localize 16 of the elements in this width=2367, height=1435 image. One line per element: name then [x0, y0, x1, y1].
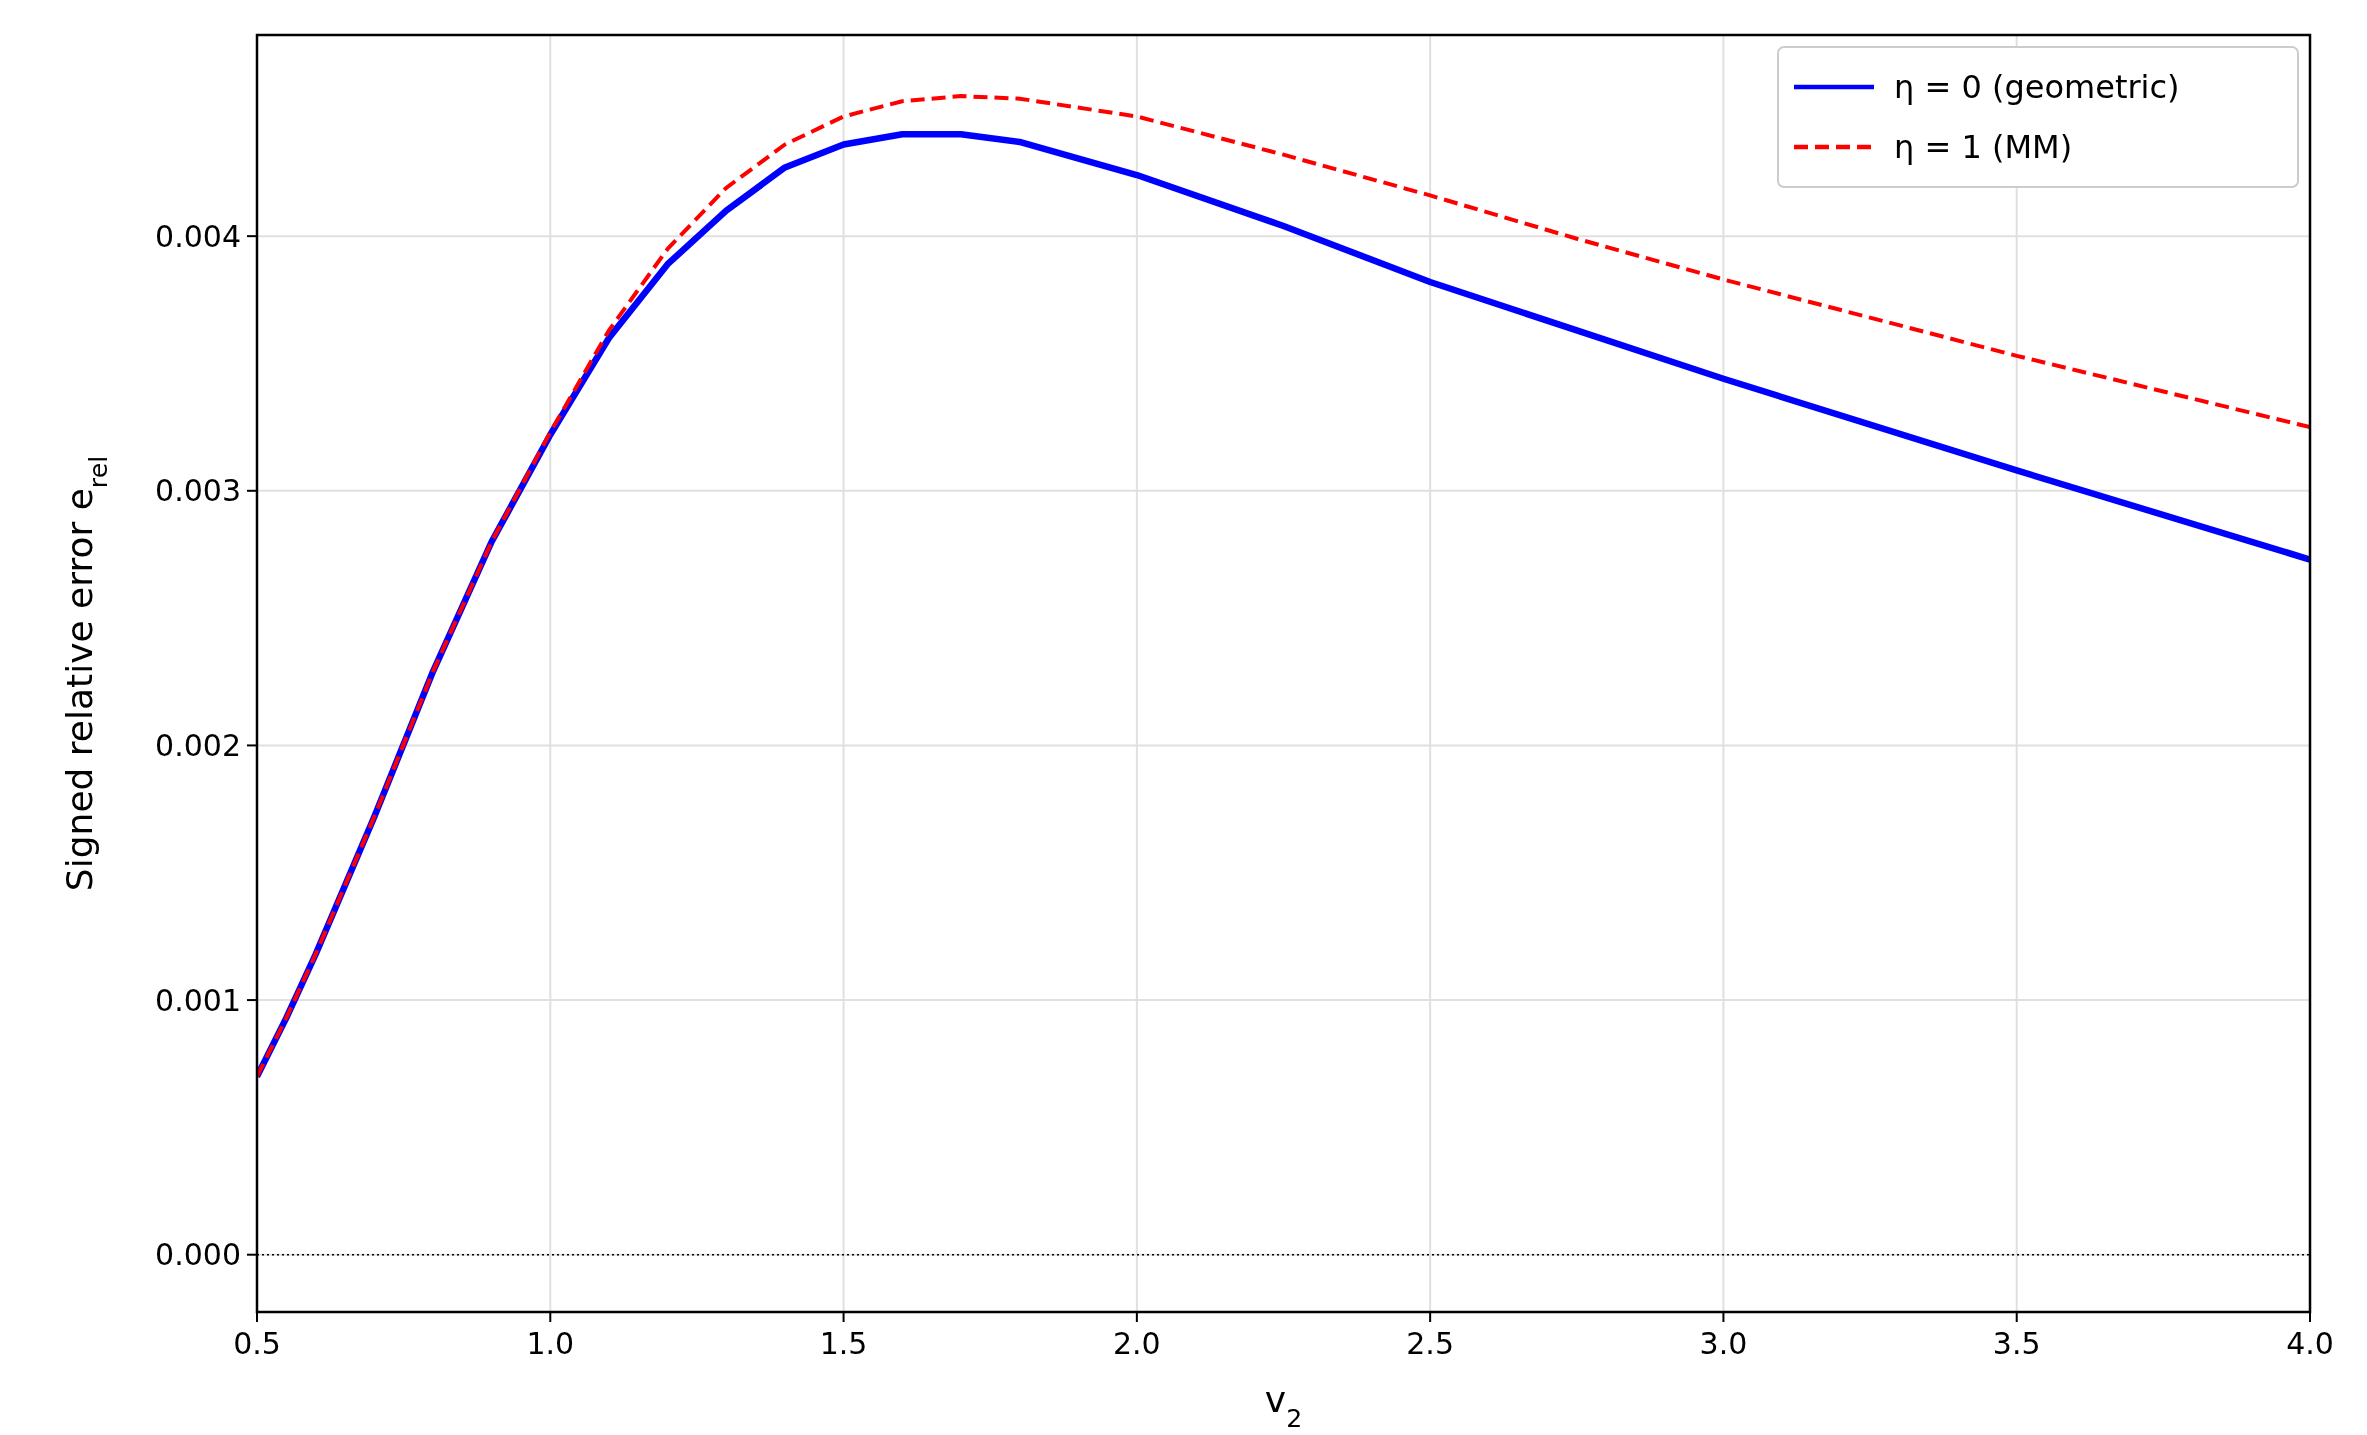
y-tick-label: 0.001 [155, 982, 241, 1018]
x-tick-label: 0.5 [233, 1326, 281, 1361]
x-tick-label: 2.5 [1406, 1326, 1454, 1361]
x-tick-label: 1.5 [819, 1326, 868, 1361]
y-tick-label: 0.000 [155, 1237, 241, 1273]
x-axis-title: v$_{2}$ [1264, 1379, 1303, 1433]
x-tick-label: 1.0 [526, 1326, 575, 1361]
legend-label: η = 0 (geometric) [1894, 68, 2180, 107]
legend-label: η = 1 (MM) [1894, 128, 2073, 167]
y-tick-label: 0.002 [155, 727, 241, 763]
y-tick-label: 0.003 [155, 473, 241, 509]
x-tick-label: 3.5 [1992, 1326, 2041, 1361]
x-tick-label: 3.0 [1699, 1326, 1748, 1361]
x-tick-label: 4.0 [2286, 1326, 2334, 1361]
x-tick-label: 2.0 [1113, 1326, 1161, 1361]
y-tick-label: 0.004 [155, 218, 241, 254]
